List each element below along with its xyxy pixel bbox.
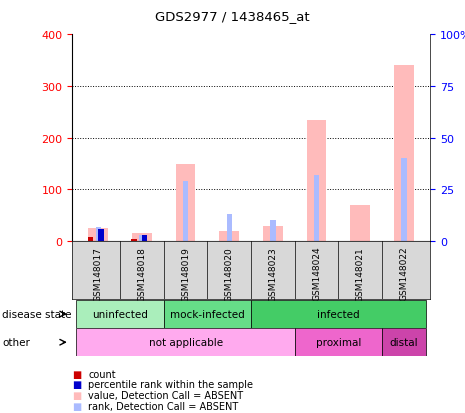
Text: GSM148021: GSM148021 (356, 246, 365, 301)
Text: GSM148018: GSM148018 (138, 246, 146, 301)
FancyBboxPatch shape (382, 328, 426, 356)
Text: uninfected: uninfected (92, 309, 148, 319)
Bar (132, 234, 152, 242)
Bar (96, 227, 101, 242)
Bar (98, 229, 104, 242)
Bar (351, 206, 370, 242)
Bar (263, 226, 283, 242)
Text: ■: ■ (72, 390, 81, 400)
Text: GSM148019: GSM148019 (181, 246, 190, 301)
Bar (88, 237, 93, 242)
Text: not applicable: not applicable (148, 337, 223, 347)
Text: infected: infected (317, 309, 360, 319)
Bar (176, 164, 195, 242)
FancyBboxPatch shape (164, 300, 251, 328)
Text: GSM148022: GSM148022 (399, 246, 408, 301)
Text: GDS2977 / 1438465_at: GDS2977 / 1438465_at (155, 10, 310, 23)
Bar (88, 229, 108, 242)
Text: other: other (2, 337, 30, 347)
Bar (183, 182, 188, 242)
Bar (142, 235, 147, 242)
FancyBboxPatch shape (76, 328, 295, 356)
Text: mock-infected: mock-infected (170, 309, 245, 319)
Text: GSM148020: GSM148020 (225, 246, 234, 301)
Bar (314, 176, 319, 242)
Bar (307, 120, 326, 242)
Text: GSM148017: GSM148017 (94, 246, 103, 301)
Text: distal: distal (390, 337, 418, 347)
Bar (401, 159, 406, 242)
Text: rank, Detection Call = ABSENT: rank, Detection Call = ABSENT (88, 401, 239, 411)
Bar (226, 215, 232, 242)
Text: GSM148024: GSM148024 (312, 246, 321, 301)
Text: percentile rank within the sample: percentile rank within the sample (88, 380, 253, 389)
Bar (140, 235, 145, 242)
FancyBboxPatch shape (251, 300, 426, 328)
Bar (270, 221, 276, 242)
Text: ■: ■ (72, 380, 81, 389)
FancyBboxPatch shape (295, 328, 382, 356)
FancyBboxPatch shape (76, 300, 164, 328)
Bar (132, 239, 137, 242)
Text: count: count (88, 369, 116, 379)
Text: value, Detection Call = ABSENT: value, Detection Call = ABSENT (88, 390, 244, 400)
Text: proximal: proximal (316, 337, 361, 347)
Bar (219, 231, 239, 242)
Text: ■: ■ (72, 369, 81, 379)
Text: GSM148023: GSM148023 (268, 246, 278, 301)
Text: disease state: disease state (2, 309, 72, 319)
Bar (394, 66, 414, 242)
Text: ■: ■ (72, 401, 81, 411)
